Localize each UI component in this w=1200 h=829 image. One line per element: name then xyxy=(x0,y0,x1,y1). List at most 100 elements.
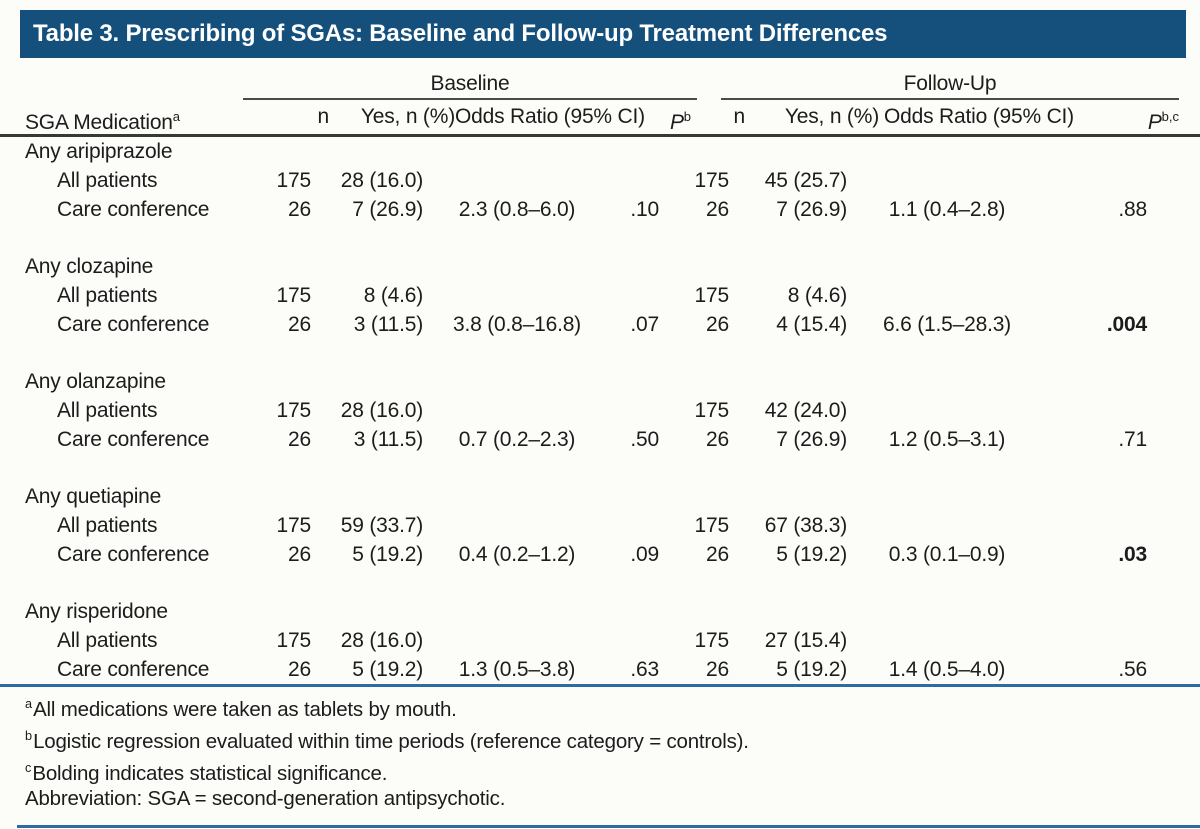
followup-odds-ratio-value: 1.2 (0.5–3.1) xyxy=(888,428,1006,451)
baseline-p-value xyxy=(611,396,665,425)
followup-odds-ratio-value xyxy=(847,511,1047,540)
followup-n-value: 175 xyxy=(694,514,730,537)
baseline-n-value: 26 xyxy=(288,313,311,336)
row-label: Care conference xyxy=(57,658,210,681)
followup-yes-value: 5 (19.2) xyxy=(776,658,847,681)
followup-p-value: .004 xyxy=(1106,313,1147,336)
followup-odds-ratio-value xyxy=(847,396,1047,425)
row-label: All patients xyxy=(57,629,158,652)
followup-yes-value: 27 (15.4) xyxy=(764,629,847,652)
baseline-n-value: 175 xyxy=(276,629,312,652)
followup-yes-value: 7 (26.9) xyxy=(776,428,847,451)
baseline-yes-value: 28 (16.0) xyxy=(340,399,423,422)
followup-p-value xyxy=(1047,166,1147,195)
followup-p-value: .56 xyxy=(1118,658,1147,681)
followup-n-value: 175 xyxy=(694,629,730,652)
footnote-line: cBolding indicates statistical significa… xyxy=(25,759,388,785)
section-header-row: Any clozapine xyxy=(0,252,1200,281)
figure-bottom-rule xyxy=(17,825,1200,829)
baseline-yes-value: 28 (16.0) xyxy=(340,629,423,652)
baseline-odds-ratio-value: 3.8 (0.8–16.8) xyxy=(453,313,581,336)
baseline-yes-value: 5 (19.2) xyxy=(352,543,423,566)
baseline-odds-ratio-value xyxy=(423,396,611,425)
baseline-n-value: 26 xyxy=(288,198,311,221)
table-row: All patients 175 28 (16.0) 175 45 (25.7) xyxy=(0,166,1200,195)
baseline-p-value: .63 xyxy=(630,658,659,681)
baseline-p-value: .50 xyxy=(630,428,659,451)
baseline-p-value: .10 xyxy=(630,198,659,221)
baseline-odds-ratio-value: 2.3 (0.8–6.0) xyxy=(458,198,576,221)
followup-yes-value: 67 (38.3) xyxy=(764,514,847,537)
baseline-odds-ratio-value: 0.7 (0.2–2.3) xyxy=(458,428,576,451)
baseline-yes-value: 59 (33.7) xyxy=(340,514,423,537)
baseline-odds-ratio-value xyxy=(423,626,611,655)
baseline-n-value: 175 xyxy=(276,169,312,192)
followup-n-value: 175 xyxy=(694,169,730,192)
baseline-n-value: 175 xyxy=(276,399,312,422)
section-name: Any risperidone xyxy=(25,600,168,623)
row-label: All patients xyxy=(57,514,158,537)
followup-p-value: .03 xyxy=(1118,543,1147,566)
col-header-baseline-yes: Yes, n (%) xyxy=(360,105,455,128)
baseline-odds-ratio-value xyxy=(423,166,611,195)
column-header-row: SGA Medicationa n Yes, n (%) Odds Ratio … xyxy=(0,100,1200,137)
section-header-row: Any quetiapine xyxy=(0,482,1200,511)
followup-yes-value: 5 (19.2) xyxy=(776,543,847,566)
followup-p-value: .71 xyxy=(1118,428,1147,451)
followup-n-value: 26 xyxy=(706,428,729,451)
followup-odds-ratio-value xyxy=(847,281,1047,310)
table-row: Care conference 26 3 (11.5) 0.7 (0.2–2.3) .5… xyxy=(0,425,1200,454)
baseline-n-value: 26 xyxy=(288,428,311,451)
table-row: All patients 175 59 (33.7) 175 67 (38.3) xyxy=(0,511,1200,540)
section-name: Any olanzapine xyxy=(25,370,166,393)
row-label: Care conference xyxy=(57,428,210,451)
section-header-row: Any olanzapine xyxy=(0,367,1200,396)
baseline-odds-ratio-value: 1.3 (0.5–3.8) xyxy=(458,658,576,681)
group-header-row: Baseline Follow-Up xyxy=(0,72,1200,100)
row-label: Care conference xyxy=(57,198,210,221)
followup-n-value: 175 xyxy=(694,284,730,307)
followup-p-value xyxy=(1047,396,1147,425)
table-row: Care conference 26 3 (11.5) 3.8 (0.8–16.8).… xyxy=(0,310,1200,339)
baseline-p-footnote-marker: b xyxy=(683,109,691,124)
footnotes: aAll medications were taken as tablets b… xyxy=(0,687,1200,814)
col-header-followup-n: n xyxy=(733,105,746,128)
table-row: Care conference 26 5 (19.2) 0.4 (0.2–1.2) .0… xyxy=(0,540,1200,569)
baseline-n-value: 175 xyxy=(276,284,312,307)
baseline-group-header: Baseline xyxy=(243,72,697,100)
followup-yes-value: 42 (24.0) xyxy=(764,399,847,422)
followup-odds-ratio-value xyxy=(847,626,1047,655)
followup-group-header: Follow-Up xyxy=(721,72,1179,100)
followup-p-value xyxy=(1047,511,1147,540)
followup-yes-value: 8 (4.6) xyxy=(787,284,847,307)
table-row: Care conference 26 7 (26.9) 2.3 (0.8–6.0) .1… xyxy=(0,195,1200,224)
footnote-marker: c xyxy=(25,759,32,775)
table-row: All patients 175 28 (16.0) 175 42 (24.0) xyxy=(0,396,1200,425)
table-row: All patients 175 8 (4.6) 175 8 (4.6) xyxy=(0,281,1200,310)
baseline-p-value xyxy=(611,166,665,195)
followup-n-value: 26 xyxy=(706,543,729,566)
group-header-spacer xyxy=(25,72,243,100)
table-body: Any aripiprazole All patients 175 28 (16.0)… xyxy=(0,137,1200,684)
row-label: Care conference xyxy=(57,543,210,566)
baseline-p-value xyxy=(611,281,665,310)
followup-odds-ratio-value: 1.4 (0.5–4.0) xyxy=(888,658,1006,681)
col-header-followup-p: Pb,c xyxy=(1147,109,1179,134)
footnote-line: bLogistic regression evaluated within ti… xyxy=(25,727,749,753)
row-label: All patients xyxy=(57,399,158,422)
baseline-n-value: 26 xyxy=(288,658,311,681)
baseline-yes-value: 3 (11.5) xyxy=(353,313,423,336)
followup-n-value: 26 xyxy=(706,658,729,681)
row-label: All patients xyxy=(57,284,158,307)
row-label: Care conference xyxy=(57,313,210,336)
section-name: Any quetiapine xyxy=(25,485,162,508)
followup-p-value xyxy=(1047,626,1147,655)
table-row: Care conference 26 5 (19.2) 1.3 (0.5–3.8) .6… xyxy=(0,655,1200,684)
baseline-p-value: .07 xyxy=(630,313,659,336)
baseline-yes-value: 7 (26.9) xyxy=(352,198,423,221)
followup-n-value: 175 xyxy=(694,399,730,422)
table-title-bar: Table 3. Prescribing of SGAs: Baseline a… xyxy=(20,10,1186,58)
row-label: All patients xyxy=(57,169,158,192)
followup-p-value xyxy=(1047,281,1147,310)
